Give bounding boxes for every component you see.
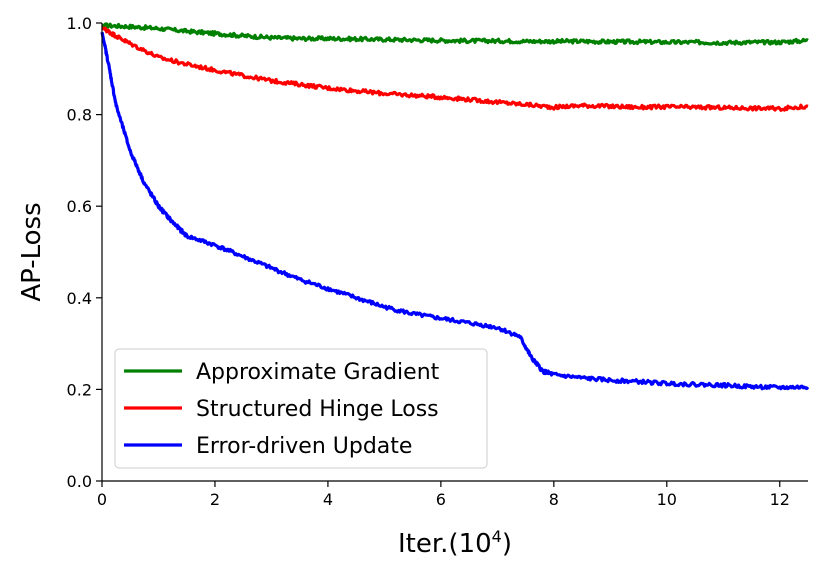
x-tick-label: 4 xyxy=(323,490,333,509)
x-tick-label: 0 xyxy=(97,490,107,509)
legend-label: Approximate Gradient xyxy=(196,360,440,385)
y-tick-label: 1.0 xyxy=(67,14,92,33)
y-tick-label: 0.6 xyxy=(67,197,92,216)
y-tick-label: 0.8 xyxy=(67,106,92,125)
legend-label: Structured Hinge Loss xyxy=(196,397,439,422)
series-line-3 xyxy=(100,31,810,391)
x-axis-label: Iter.(104) xyxy=(398,527,512,559)
x-tick-label: 6 xyxy=(436,490,446,509)
x-tick-label: 12 xyxy=(770,490,790,509)
legend-box xyxy=(114,348,488,469)
y-tick-label: 0.2 xyxy=(67,380,92,399)
series-line-2 xyxy=(100,26,809,112)
x-tick-label: 2 xyxy=(210,490,220,509)
x-ticks: 0 2 4 6 8 10 12 xyxy=(97,481,790,509)
series-line-1 xyxy=(101,22,809,46)
x-tick-label: 8 xyxy=(549,490,559,509)
y-tick-label: 0.4 xyxy=(67,289,92,308)
legend-label: Error-driven Update xyxy=(196,434,412,459)
y-ticks: 0.0 0.2 0.4 0.6 0.8 1.0 xyxy=(67,14,102,491)
legend: Approximate Gradient Structured Hinge Los… xyxy=(114,348,488,469)
axes xyxy=(101,23,808,482)
x-axis-label-superscript: 4 xyxy=(492,527,502,546)
series-lines xyxy=(100,22,810,391)
y-tick-label: 0.0 xyxy=(67,472,92,491)
x-tick-label: 10 xyxy=(657,490,677,509)
y-axis-label: AP-Loss xyxy=(17,202,47,301)
